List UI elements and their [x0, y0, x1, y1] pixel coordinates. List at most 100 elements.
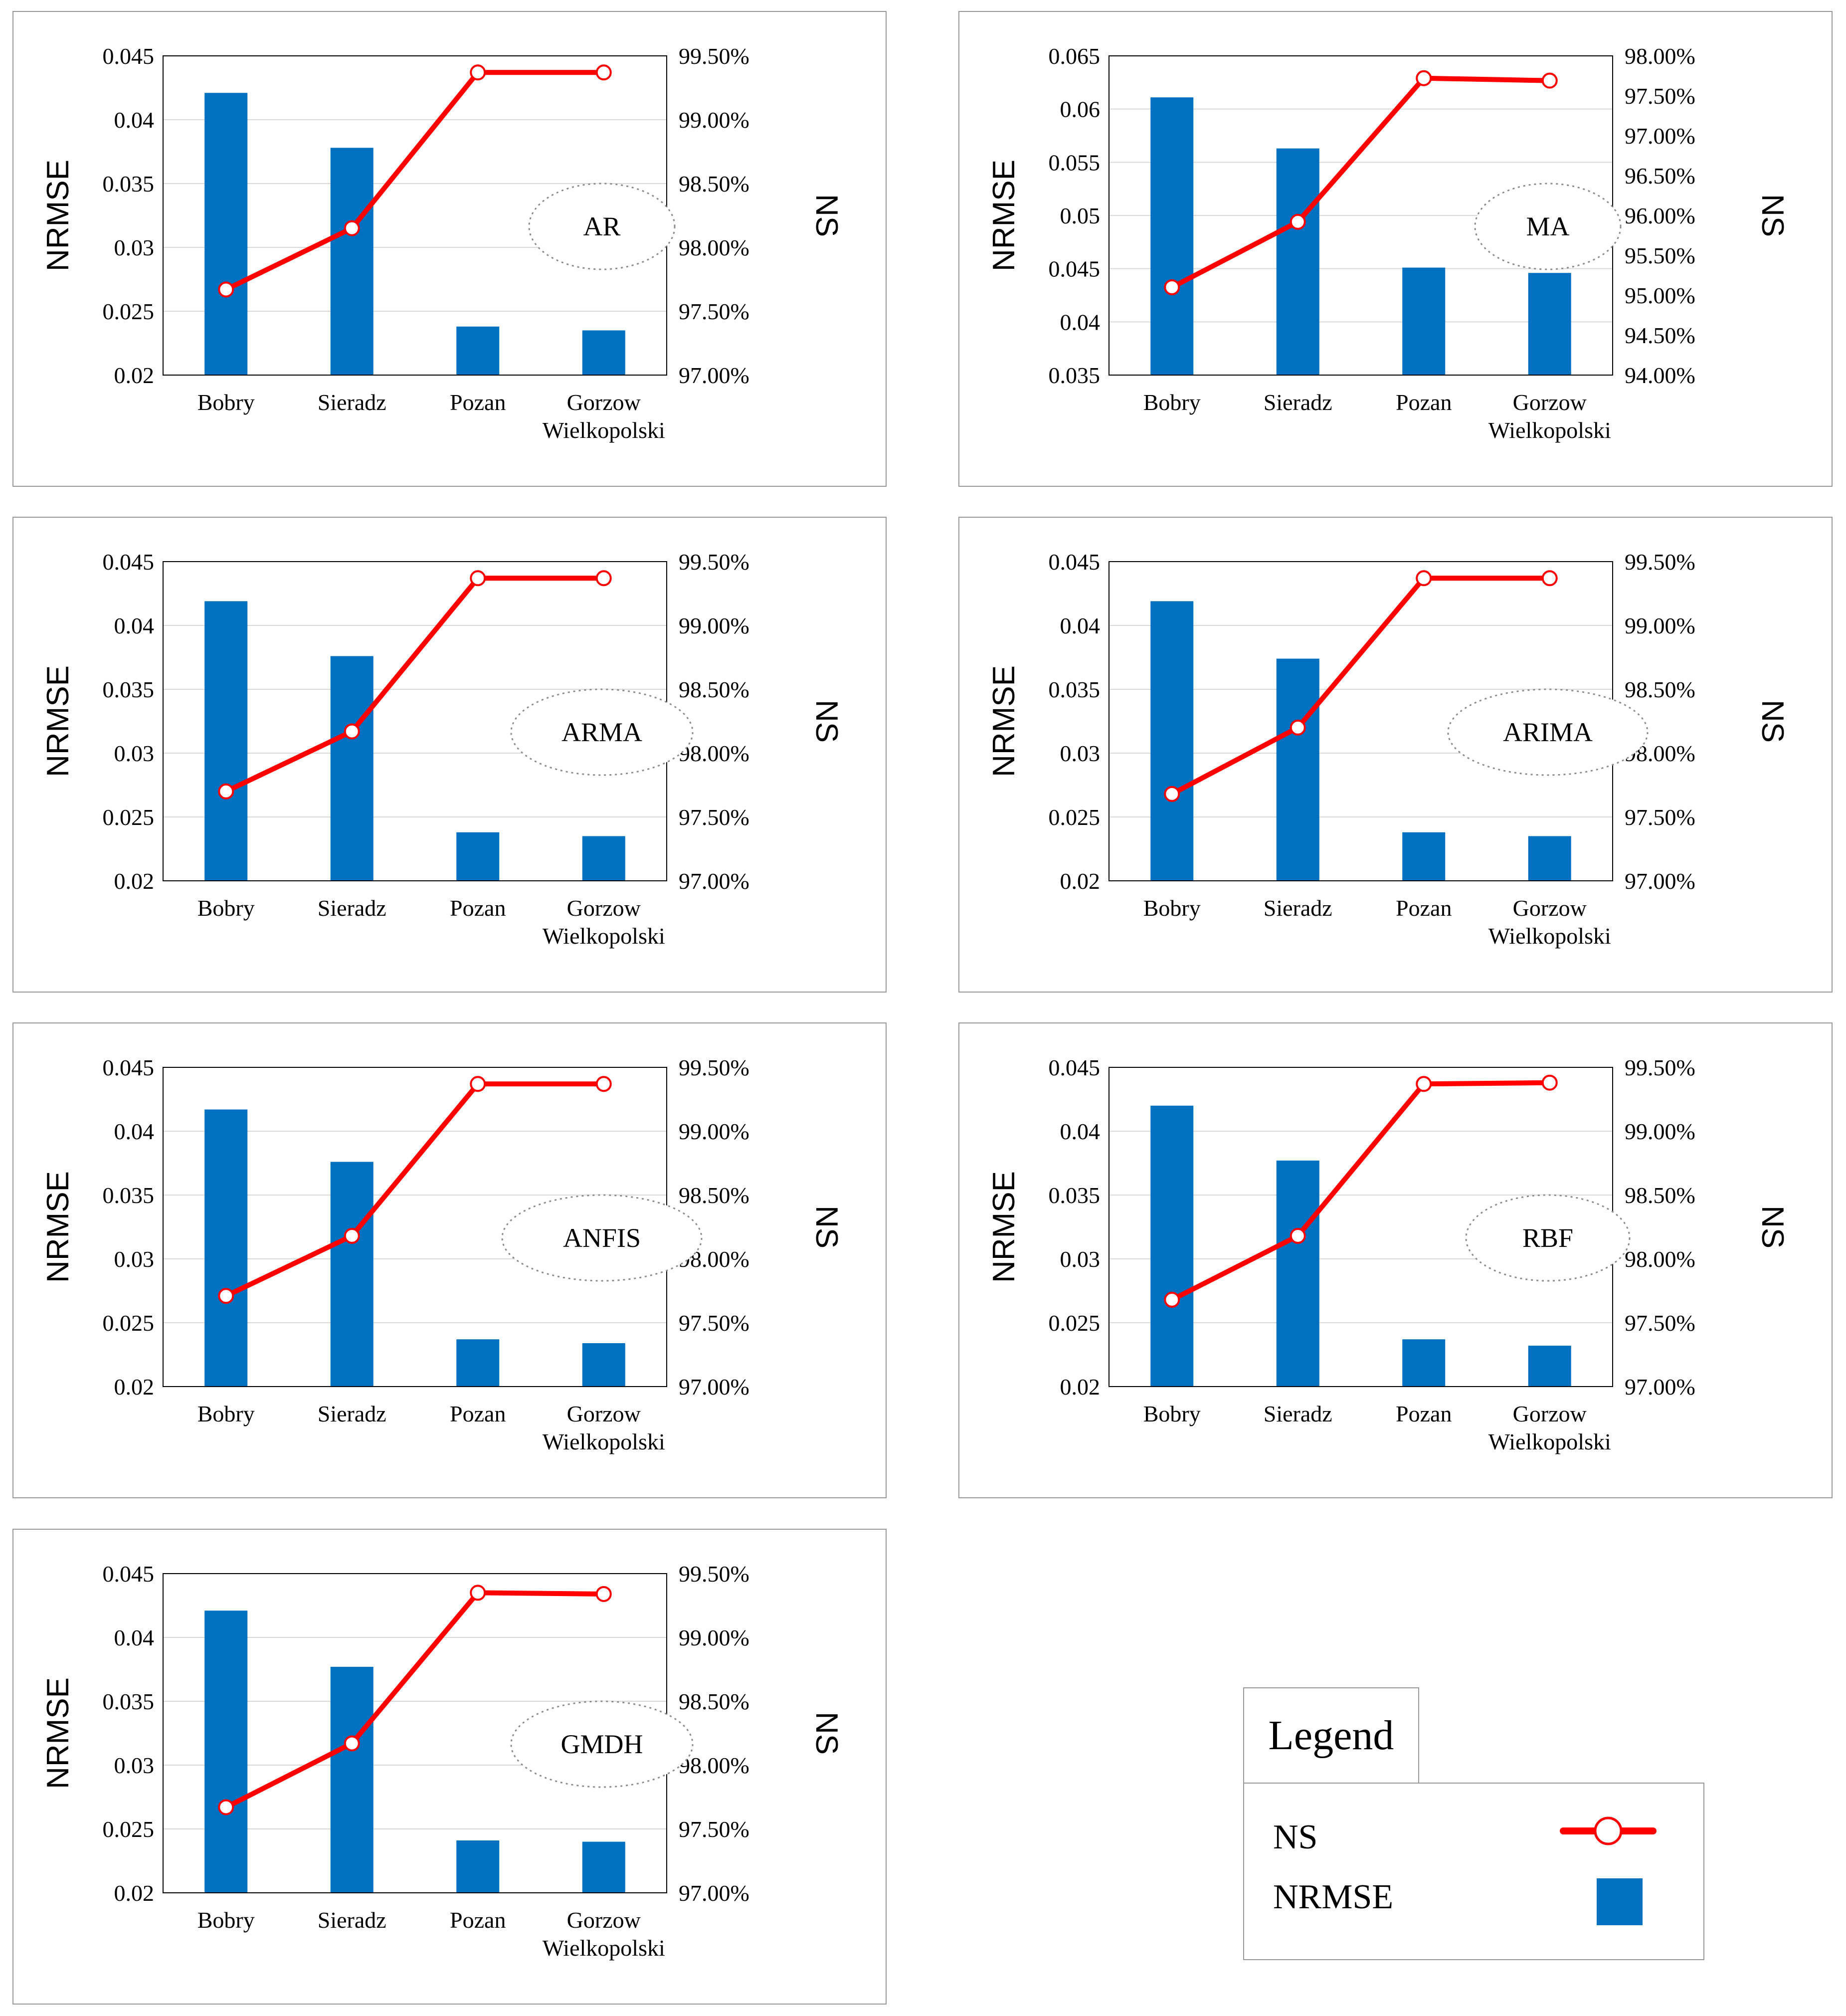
bar [330, 148, 373, 375]
y-left-tick-label: 0.035 [103, 1183, 155, 1208]
x-tick-label: Pozan [1396, 1401, 1452, 1426]
model-label: GMDH [560, 1729, 643, 1759]
x-tick-label: Pozan [450, 895, 506, 921]
x-tick-label: Wielkopolski [1488, 417, 1611, 443]
ns-point [218, 1799, 234, 1815]
model-label: ARIMA [1503, 717, 1593, 747]
ns-point [218, 783, 234, 800]
bar [582, 1841, 625, 1893]
ns-point [595, 64, 612, 81]
y-left-tick-label: 0.045 [103, 43, 155, 69]
y-right-tick-label: 98.50% [679, 677, 749, 702]
x-tick-label: Bobry [197, 1401, 255, 1426]
y-right-tick-label: 97.00% [679, 1880, 749, 1906]
model-label: MA [1526, 211, 1569, 241]
y-left-tick-label: 0.035 [1049, 363, 1101, 388]
bar [582, 836, 625, 881]
y-left-tick-label: 0.02 [1060, 868, 1101, 894]
model-label: AR [583, 211, 620, 241]
y-right-tick-label: 99.00% [679, 1625, 749, 1650]
ns-series-line [1170, 1080, 1550, 1302]
y-left-tick-label: 0.06 [1060, 97, 1101, 122]
chart-ar: 0.045 0.04 0.035 0.03 0.025 0.02 99.50% 99.00% 9… [41, 43, 844, 443]
ns-line-marker-icon [1560, 1816, 1657, 1845]
y-right-tick-label: 99.50% [1625, 549, 1695, 575]
y-left-tick-label: 0.02 [114, 1374, 155, 1400]
legend: NS NRMSE [1243, 1783, 1704, 1960]
y-right-tick-label: 99.00% [679, 613, 749, 638]
x-tick-label: Gorzow [567, 1401, 641, 1426]
y-left-tick-label: 0.035 [1049, 1183, 1101, 1208]
x-tick-label: Gorzow [567, 390, 641, 415]
y-right-tick-label: 97.50% [679, 1310, 749, 1336]
bar [1402, 832, 1446, 881]
legend-label-nrmse: NRMSE [1273, 1878, 1394, 1916]
y-right-tick-label: 97.50% [679, 805, 749, 830]
x-tick-label: Sieradz [318, 895, 386, 921]
model-label: RBF [1522, 1223, 1573, 1253]
y-left-tick-label: 0.02 [114, 363, 155, 388]
y-left-tick-label: 0.025 [103, 1816, 155, 1842]
model-label-ellipse [510, 1700, 694, 1788]
ns-point [1541, 570, 1558, 587]
ns-point [1541, 1074, 1558, 1091]
y-right-tick-label: 97.00% [1625, 1374, 1695, 1400]
y-left-tick-label: 0.035 [103, 1689, 155, 1714]
y-right-tick-label: 96.00% [1625, 203, 1695, 228]
y-right-tick-label: 99.00% [679, 1119, 749, 1144]
bar [1150, 97, 1194, 375]
ns-point [1290, 213, 1306, 230]
ns-point [595, 1586, 612, 1602]
y-right-axis-title: NS [809, 700, 844, 743]
y-left-tick-label: 0.025 [103, 805, 155, 830]
y-right-tick-label: 98.50% [679, 1689, 749, 1714]
chart-ma: 0.065 0.06 0.055 0.05 0.045 0.04 0.035 98.00% 97… [987, 43, 1790, 443]
model-label: ANFIS [563, 1223, 641, 1253]
x-tick-label: Sieradz [318, 1907, 386, 1933]
y-right-tick-label: 97.50% [679, 299, 749, 324]
y-left-tick-label: 0.035 [1049, 677, 1101, 702]
chart-panel-arma: 0.045 0.04 0.035 0.03 0.025 0.02 99.50% 99.00% 9… [12, 517, 887, 993]
ns-point [1416, 70, 1432, 86]
y-left-tick-label: 0.04 [114, 107, 155, 133]
ns-series-line [225, 1081, 604, 1298]
y-right-tick-label: 98.00% [679, 741, 749, 766]
y-left-tick-label: 0.04 [114, 1625, 155, 1650]
bar [330, 1666, 373, 1893]
chart-panel-ma: 0.065 0.06 0.055 0.05 0.045 0.04 0.035 98.00% 97… [958, 11, 1833, 487]
y-right-tick-label: 98.00% [679, 235, 749, 260]
y-left-tick-label: 0.02 [114, 868, 155, 894]
y-right-tick-label: 95.00% [1625, 283, 1695, 308]
ns-point [218, 1288, 234, 1304]
bar [204, 1611, 248, 1893]
y-right-tick-label: 97.50% [679, 1816, 749, 1842]
y-left-axis-title: NRMSE [41, 160, 75, 271]
x-tick-label: Pozan [450, 1907, 506, 1933]
y-right-tick-label: 97.00% [1625, 123, 1695, 149]
x-tick-label: Pozan [450, 390, 506, 415]
x-tick-label: Bobry [1143, 390, 1201, 415]
chart-arima: 0.045 0.04 0.035 0.03 0.025 0.02 99.50% 99.00% 9… [987, 549, 1790, 949]
x-tick-label: Bobry [197, 390, 255, 415]
x-tick-label: Sieradz [1264, 390, 1332, 415]
bar [1150, 601, 1194, 881]
y-left-tick-label: 0.025 [1049, 1310, 1101, 1336]
y-left-tick-label: 0.03 [114, 235, 155, 260]
bar [1276, 1160, 1319, 1387]
chart-panel-arima: 0.045 0.04 0.035 0.03 0.025 0.02 99.50% 99.00% 9… [958, 517, 1833, 993]
ns-series-line [225, 576, 604, 794]
x-tick-label: Wielkopolski [543, 1429, 665, 1454]
ns-point [1164, 786, 1180, 802]
y-left-tick-label: 0.045 [103, 1561, 155, 1587]
y-right-axis-title: NS [1755, 700, 1790, 743]
y-left-axis-title: NRMSE [987, 160, 1021, 271]
ns-point [470, 570, 486, 587]
y-left-tick-label: 0.03 [114, 741, 155, 766]
y-right-axis-title: NS [809, 1206, 844, 1248]
y-left-tick-label: 0.04 [1060, 613, 1101, 638]
chart-panel-rbf: 0.045 0.04 0.035 0.03 0.025 0.02 99.50% 99.00% 9… [958, 1022, 1833, 1498]
y-left-tick-label: 0.045 [1049, 549, 1101, 575]
ns-point [218, 281, 234, 298]
x-tick-label: Gorzow [567, 1907, 641, 1933]
y-left-tick-label: 0.045 [1049, 1055, 1101, 1080]
